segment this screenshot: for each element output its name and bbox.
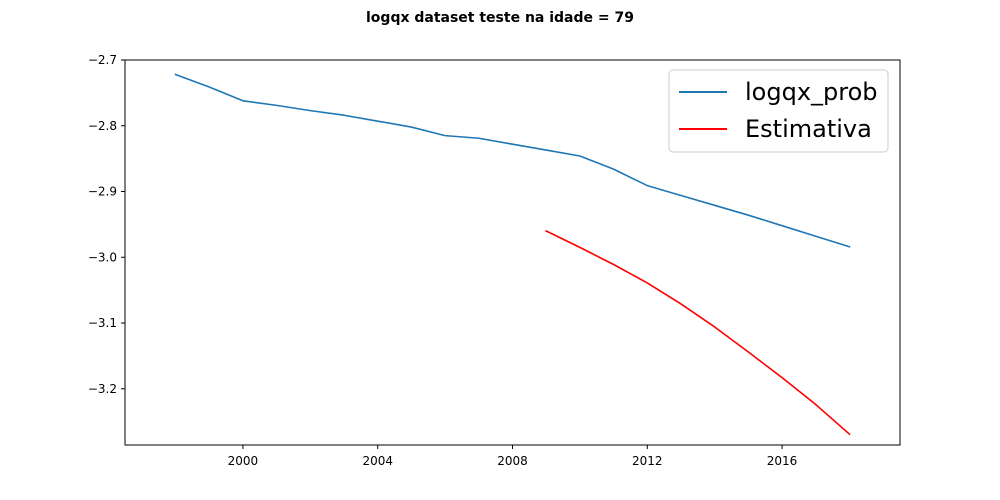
y-tick-label: −2.8 [88, 119, 117, 133]
y-tick-label: −3.2 [88, 382, 117, 396]
x-tick-label: 2012 [632, 454, 663, 468]
y-tick-label: −3.0 [88, 250, 117, 264]
axes: 2000 2004 2008 2012 2016 −2.7 −2.8 −2.9 −3.0 −3.1… [88, 53, 901, 468]
y-tick-label: −3.1 [88, 316, 117, 330]
legend-box [668, 69, 889, 153]
legend-label-1: Estimativa [745, 115, 872, 143]
series-line-1 [545, 229, 851, 436]
x-tick-label: 2008 [497, 454, 528, 468]
series-line-0 [174, 73, 851, 248]
legend: logqx_prob Estimativa [668, 69, 889, 153]
x-tick-label: 2004 [362, 454, 393, 468]
series-layer [174, 73, 851, 436]
y-tick-label: −2.7 [88, 53, 117, 67]
legend-label-0: logqx_prob [745, 78, 878, 106]
x-tick-label: 2016 [767, 454, 798, 468]
y-tick-label: −2.9 [88, 185, 117, 199]
chart-title: logqx dataset teste na idade = 79 [366, 10, 634, 26]
x-tick-label: 2000 [228, 454, 259, 468]
